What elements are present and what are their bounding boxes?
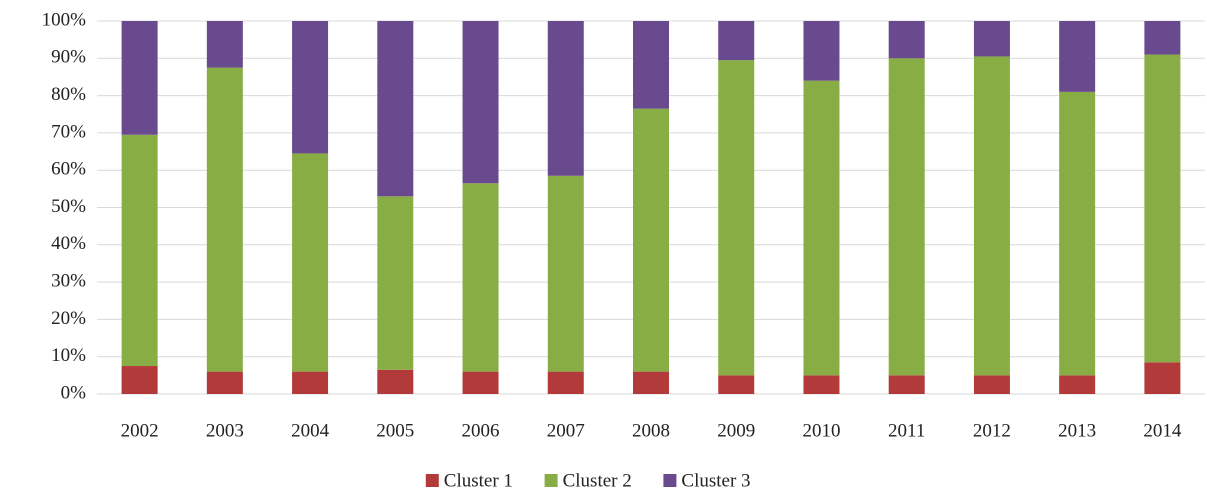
bar-segment xyxy=(803,21,840,81)
bar-segment xyxy=(1059,91,1096,376)
bar-segment xyxy=(633,108,669,372)
x-tick-label: 2011 xyxy=(888,420,925,441)
bar-segment xyxy=(292,21,329,154)
bar-segment xyxy=(121,134,158,367)
bar-segment xyxy=(973,21,1010,57)
y-tick-label: 30% xyxy=(51,270,86,291)
legend-label: Cluster 1 xyxy=(444,470,513,491)
y-tick-label: 80% xyxy=(51,84,86,105)
bar-segment xyxy=(206,371,243,394)
bar-segment xyxy=(292,153,329,372)
bar-segment xyxy=(547,371,584,394)
x-tick-label: 2009 xyxy=(717,420,755,441)
legend-label: Cluster 2 xyxy=(563,470,632,491)
y-tick-label: 100% xyxy=(42,9,87,30)
bar-segment xyxy=(718,60,755,376)
bar-segment xyxy=(1144,362,1181,394)
bar-segment xyxy=(206,67,243,372)
bar-segment xyxy=(888,58,925,376)
bar-segment xyxy=(1059,375,1096,394)
bar-segment xyxy=(1144,21,1181,55)
bar-segment xyxy=(718,21,755,61)
x-tick-label: 2006 xyxy=(462,420,500,441)
y-tick-label: 70% xyxy=(51,121,86,142)
x-tick-label: 2012 xyxy=(973,420,1011,441)
y-tick-label: 40% xyxy=(51,233,86,254)
bar-segment xyxy=(121,21,158,135)
bar-segment xyxy=(803,375,840,394)
x-tick-label: 2010 xyxy=(802,420,840,441)
bar-segment xyxy=(121,366,158,394)
bar-segment xyxy=(462,371,499,394)
bar-segment xyxy=(633,371,669,394)
legend-swatch xyxy=(544,474,558,487)
legend-swatch xyxy=(425,474,439,487)
bar-segment xyxy=(377,196,414,370)
y-tick-label: 60% xyxy=(51,159,86,180)
bar-segment xyxy=(547,175,584,372)
legend-label: Cluster 3 xyxy=(681,470,750,491)
bar-segment xyxy=(888,375,925,394)
y-tick-label: 20% xyxy=(51,308,86,329)
bar-segment xyxy=(633,21,669,109)
bar-segment xyxy=(292,371,329,394)
bar-segment xyxy=(377,369,414,394)
bar-segment xyxy=(1144,54,1181,363)
bar-segment xyxy=(973,56,1010,376)
x-tick-label: 2013 xyxy=(1058,420,1096,441)
bar-segment xyxy=(803,80,840,376)
bar-segment xyxy=(462,21,499,184)
bar-segment xyxy=(718,375,755,394)
x-tick-label: 2004 xyxy=(291,420,330,441)
legend-swatch xyxy=(663,474,677,487)
x-tick-label: 2014 xyxy=(1143,420,1182,441)
x-tick-label: 2003 xyxy=(206,420,244,441)
x-tick-label: 2002 xyxy=(121,420,159,441)
x-tick-label: 2005 xyxy=(376,420,414,441)
x-tick-label: 2008 xyxy=(632,420,670,441)
bar-segment xyxy=(377,21,414,197)
y-tick-label: 10% xyxy=(51,345,86,366)
bar-segment xyxy=(547,21,584,176)
bar-segment xyxy=(973,375,1010,394)
bar-segment xyxy=(462,183,499,372)
y-tick-label: 50% xyxy=(51,196,86,217)
bar-segment xyxy=(1059,21,1096,92)
y-tick-label: 90% xyxy=(51,47,86,68)
bar-segment xyxy=(888,21,925,59)
bar-segment xyxy=(206,21,243,68)
y-tick-label: 0% xyxy=(61,382,87,403)
x-tick-label: 2007 xyxy=(547,420,585,441)
